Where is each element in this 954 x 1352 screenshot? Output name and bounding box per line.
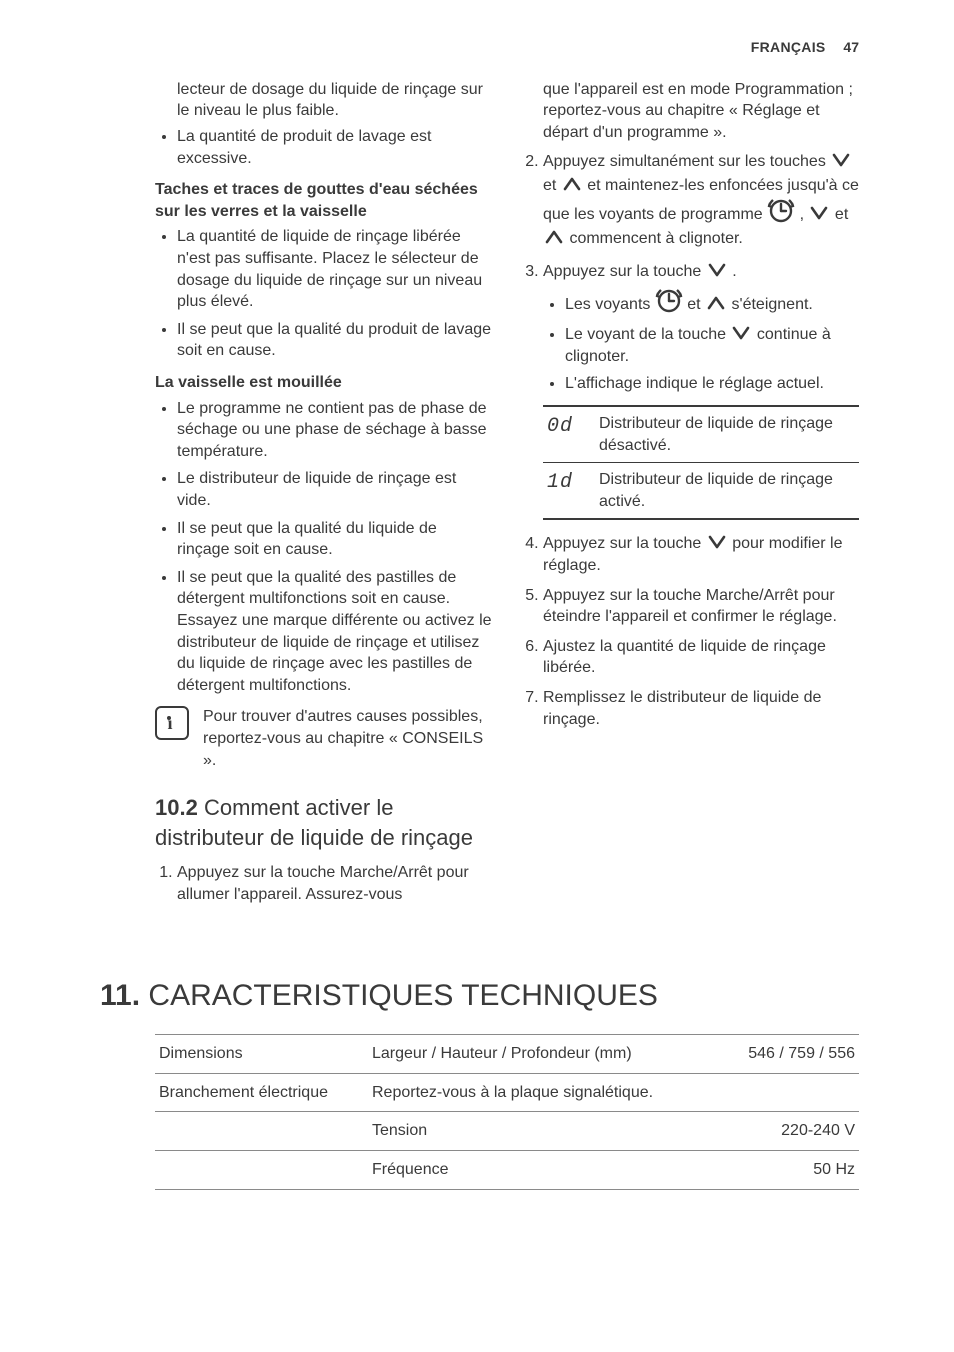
spec-desc: Reportez-vous à la plaque signalétique.: [368, 1073, 701, 1112]
delay-icon: [655, 287, 683, 315]
down-icon: [706, 258, 728, 280]
list-item: Il se peut que la qualité du liquide de …: [177, 518, 493, 561]
table-row: 1d Distributeur de liquide de rinçage ac…: [543, 462, 859, 518]
bullet-list: La quantité de produit de lavage est exc…: [155, 126, 493, 169]
text: .: [732, 263, 736, 280]
spec-desc: Largeur / Hauteur / Profondeur (mm): [368, 1035, 701, 1074]
spec-label: Branchement électrique: [155, 1073, 368, 1112]
table-row: Dimensions Largeur / Hauteur / Profondeu…: [155, 1035, 859, 1074]
continuation-text: que l'appareil est en mode Programmation…: [543, 79, 859, 144]
list-item: Le voyant de la touche continue à cligno…: [565, 321, 859, 367]
text: Le voyant de la touche: [565, 326, 730, 343]
info-text: Pour trouver d'autres causes possibles, …: [203, 706, 493, 771]
list-item: La quantité de liquide de rinçage libéré…: [177, 226, 493, 312]
spec-value: [701, 1073, 859, 1112]
left-column: lecteur de dosage du liquide de rinçage …: [155, 79, 493, 916]
sub-heading: La vaisselle est mouillée: [155, 372, 493, 394]
table-row: Fréquence 50 Hz: [155, 1150, 859, 1189]
text: Appuyez sur la touche: [543, 263, 706, 280]
spec-value: 546 / 759 / 556: [701, 1035, 859, 1074]
spec-table: Dimensions Largeur / Hauteur / Profondeu…: [155, 1034, 859, 1189]
text: commencent à clignoter.: [569, 230, 742, 247]
up-icon: [705, 291, 727, 313]
text: et: [687, 296, 705, 313]
list-item: La quantité de produit de lavage est exc…: [177, 126, 493, 169]
delay-icon: [767, 197, 795, 225]
text: Appuyez sur la touche: [543, 535, 706, 552]
sub-heading: Taches et traces de gouttes d'eau séchée…: [155, 179, 493, 222]
section-number: 11.: [100, 979, 140, 1012]
list-item: Appuyez sur la touche . Les voyants et s…: [543, 258, 859, 520]
spec-label: Dimensions: [155, 1035, 368, 1074]
display-code: 1d: [547, 469, 585, 512]
info-icon: ı: [155, 706, 189, 740]
text: ,: [800, 206, 809, 223]
down-icon: [706, 530, 728, 552]
section-11-heading: 11. CARACTERISTIQUES TECHNIQUES: [100, 976, 859, 1017]
section-title: Comment activer le distributeur de liqui…: [155, 795, 473, 850]
table-row: 0d Distributeur de liquide de rinçage dé…: [543, 407, 859, 462]
table-row: Tension 220-240 V: [155, 1112, 859, 1151]
list-item: Appuyez sur la touche Marche/Arrêt pour …: [543, 585, 859, 628]
list-item: Appuyez sur la touche Marche/Arrêt pour …: [177, 862, 493, 905]
continuation-text: lecteur de dosage du liquide de rinçage …: [177, 79, 493, 122]
spec-label: [155, 1112, 368, 1151]
list-item: Appuyez sur la touche pour modifier le r…: [543, 530, 859, 576]
list-item: Les voyants et s'éteignent.: [565, 287, 859, 316]
bullet-list: Les voyants et s'éteignent. Le voyant de…: [543, 287, 859, 395]
section-number: 10.2: [155, 795, 198, 820]
text: s'éteignent.: [732, 296, 813, 313]
list-item: L'affichage indique le réglage actuel.: [565, 373, 859, 395]
spec-desc: Tension: [368, 1112, 701, 1151]
list-item: Ajustez la quantité de liquide de rinçag…: [543, 636, 859, 679]
ordered-list: Appuyez sur la touche Marche/Arrêt pour …: [155, 862, 493, 905]
section-title: CARACTERISTIQUES TECHNIQUES: [140, 979, 658, 1012]
text: Les voyants: [565, 296, 655, 313]
display-code-table: 0d Distributeur de liquide de rinçage dé…: [543, 405, 859, 520]
list-item: Appuyez simultanément sur les touches et…: [543, 148, 859, 250]
display-text: Distributeur de liquide de rinçage désac…: [599, 413, 855, 456]
spec-value: 220-240 V: [701, 1112, 859, 1151]
list-item: Il se peut que la qualité du produit de …: [177, 319, 493, 362]
up-icon: [561, 172, 583, 194]
spec-value: 50 Hz: [701, 1150, 859, 1189]
running-head: FRANÇAIS 47: [155, 38, 859, 57]
section-10-2-heading: 10.2 Comment activer le distributeur de …: [155, 793, 493, 852]
text: et: [835, 206, 848, 223]
list-item: Il se peut que la qualité des pastilles …: [177, 567, 493, 697]
page-number: 47: [843, 39, 859, 55]
spec-label: [155, 1150, 368, 1189]
two-column-layout: lecteur de dosage du liquide de rinçage …: [155, 79, 859, 916]
down-icon: [808, 201, 830, 223]
bullet-list: La quantité de liquide de rinçage libéré…: [155, 226, 493, 362]
down-icon: [730, 321, 752, 343]
spec-desc: Fréquence: [368, 1150, 701, 1189]
info-box: ı Pour trouver d'autres causes possibles…: [155, 706, 493, 771]
display-text: Distributeur de liquide de rinçage activ…: [599, 469, 855, 512]
text: Appuyez simultanément sur les touches: [543, 153, 830, 170]
bullet-list: Le programme ne contient pas de phase de…: [155, 398, 493, 697]
text: et: [543, 177, 561, 194]
list-item: Le distributeur de liquide de rinçage es…: [177, 468, 493, 511]
down-icon: [830, 148, 852, 170]
right-column: que l'appareil est en mode Programmation…: [521, 79, 859, 916]
table-row: Branchement électrique Reportez-vous à l…: [155, 1073, 859, 1112]
up-icon: [543, 225, 565, 247]
ordered-list: Appuyez simultanément sur les touches et…: [521, 148, 859, 730]
display-code: 0d: [547, 413, 585, 456]
language-label: FRANÇAIS: [751, 39, 826, 55]
list-item: Le programme ne contient pas de phase de…: [177, 398, 493, 463]
list-item: Remplissez le distributeur de liquide de…: [543, 687, 859, 730]
page: FRANÇAIS 47 lecteur de dosage du liquide…: [0, 0, 954, 1352]
